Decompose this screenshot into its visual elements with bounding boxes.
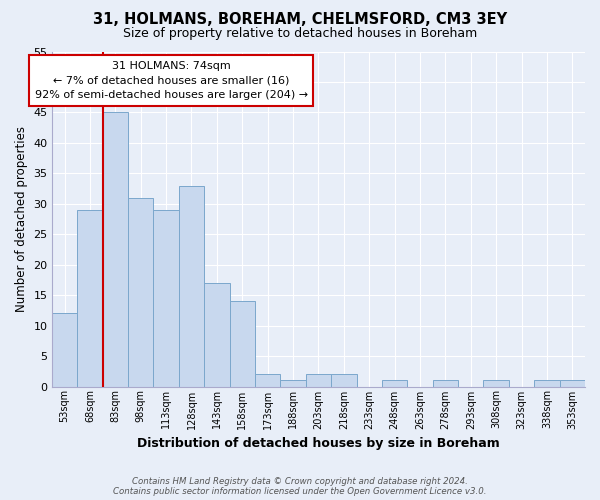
Bar <box>230 301 255 386</box>
Y-axis label: Number of detached properties: Number of detached properties <box>15 126 28 312</box>
Text: 31, HOLMANS, BOREHAM, CHELMSFORD, CM3 3EY: 31, HOLMANS, BOREHAM, CHELMSFORD, CM3 3E… <box>93 12 507 28</box>
Bar <box>560 380 585 386</box>
Bar <box>331 374 356 386</box>
Bar <box>484 380 509 386</box>
Bar <box>433 380 458 386</box>
Bar <box>154 210 179 386</box>
Bar <box>103 112 128 386</box>
Bar <box>255 374 280 386</box>
Bar <box>52 314 77 386</box>
Bar <box>382 380 407 386</box>
Bar <box>280 380 306 386</box>
Text: 31 HOLMANS: 74sqm
← 7% of detached houses are smaller (16)
92% of semi-detached : 31 HOLMANS: 74sqm ← 7% of detached house… <box>35 60 308 100</box>
Bar <box>306 374 331 386</box>
Text: Size of property relative to detached houses in Boreham: Size of property relative to detached ho… <box>123 28 477 40</box>
Bar <box>534 380 560 386</box>
Bar <box>179 186 204 386</box>
Bar <box>128 198 154 386</box>
Bar <box>204 283 230 387</box>
Text: Contains public sector information licensed under the Open Government Licence v3: Contains public sector information licen… <box>113 487 487 496</box>
Text: Contains HM Land Registry data © Crown copyright and database right 2024.: Contains HM Land Registry data © Crown c… <box>132 477 468 486</box>
Bar <box>77 210 103 386</box>
X-axis label: Distribution of detached houses by size in Boreham: Distribution of detached houses by size … <box>137 437 500 450</box>
